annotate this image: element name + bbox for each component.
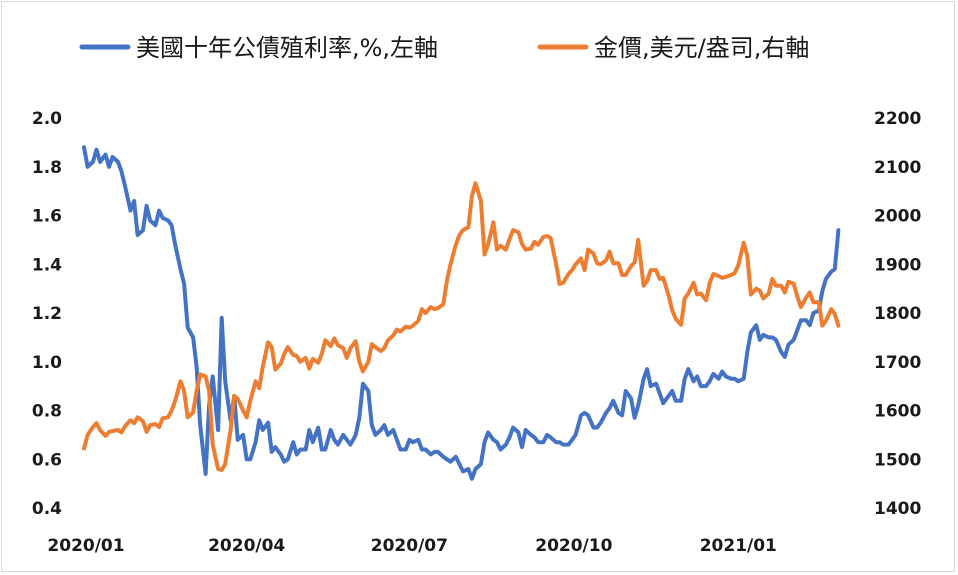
y-right-tick-label: 1900 (874, 255, 921, 275)
x-tick-label: 2021/01 (700, 536, 777, 556)
x-tick-label: 2020/07 (371, 536, 448, 556)
y-right-tick-label: 2100 (874, 158, 921, 178)
y-left-tick-label: 0.8 (32, 402, 62, 422)
y-right-tick-label: 1400 (874, 499, 921, 519)
y-left-tick-label: 1.0 (32, 353, 62, 373)
y-right-tick-label: 1700 (874, 353, 921, 373)
y-left-tick-label: 0.6 (32, 450, 62, 470)
series-lines (82, 145, 841, 481)
y-left-tick-label: 1.2 (32, 304, 62, 324)
y-right-tick-label: 2000 (874, 207, 921, 227)
y-right-tick-label: 1800 (874, 304, 921, 324)
y-left-tick-label: 1.4 (32, 255, 62, 275)
y-left-tick-label: 2.0 (32, 109, 62, 129)
legend-label-2: 金價,美元/盎司,右軸 (594, 34, 809, 62)
legend: 美國十年公債殖利率,%,左軸 金價,美元/盎司,右軸 (79, 34, 809, 62)
x-tick-label: 2020/10 (535, 536, 612, 556)
y-right-tick-label: 1500 (874, 450, 921, 470)
series-line-2 (82, 181, 841, 472)
series-line-1 (82, 145, 841, 481)
y-right-tick-label: 1600 (874, 402, 921, 422)
x-tick-label: 2020/04 (208, 536, 285, 556)
y-left-tick-label: 1.8 (32, 158, 62, 178)
axes: 0.4 0.6 0.8 1.0 1.2 1.4 1.6 1.8 2.0 1400 1500 1600 1… (32, 109, 922, 556)
y-left-tick-label: 0.4 (32, 499, 62, 519)
y-left-tick-label: 1.6 (32, 207, 62, 227)
y-right-tick-label: 2200 (874, 109, 921, 129)
legend-label-1: 美國十年公債殖利率,%,左軸 (136, 34, 438, 62)
x-tick-label: 2020/01 (47, 536, 124, 556)
